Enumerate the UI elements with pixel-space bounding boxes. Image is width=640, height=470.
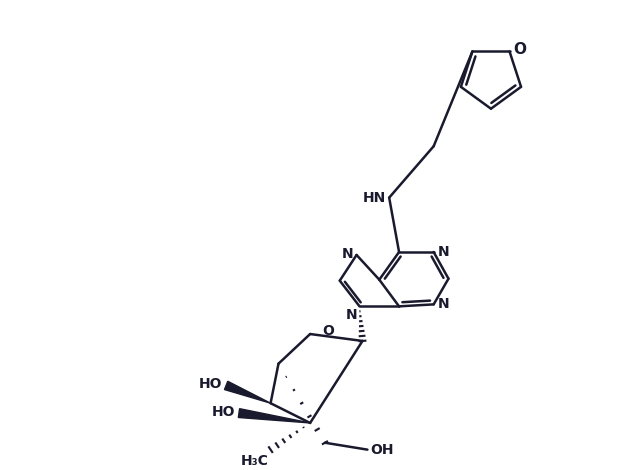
Text: HN: HN	[363, 191, 386, 204]
Text: N: N	[438, 298, 449, 312]
Text: OH: OH	[371, 443, 394, 457]
Text: N: N	[438, 245, 449, 259]
Polygon shape	[238, 409, 310, 423]
Text: HO: HO	[211, 405, 235, 419]
Text: HO: HO	[198, 377, 222, 392]
Text: O: O	[322, 324, 334, 338]
Text: N: N	[346, 308, 358, 322]
Text: O: O	[513, 42, 527, 57]
Polygon shape	[225, 381, 271, 403]
Text: H₃C: H₃C	[241, 454, 269, 468]
Text: N: N	[342, 247, 353, 261]
